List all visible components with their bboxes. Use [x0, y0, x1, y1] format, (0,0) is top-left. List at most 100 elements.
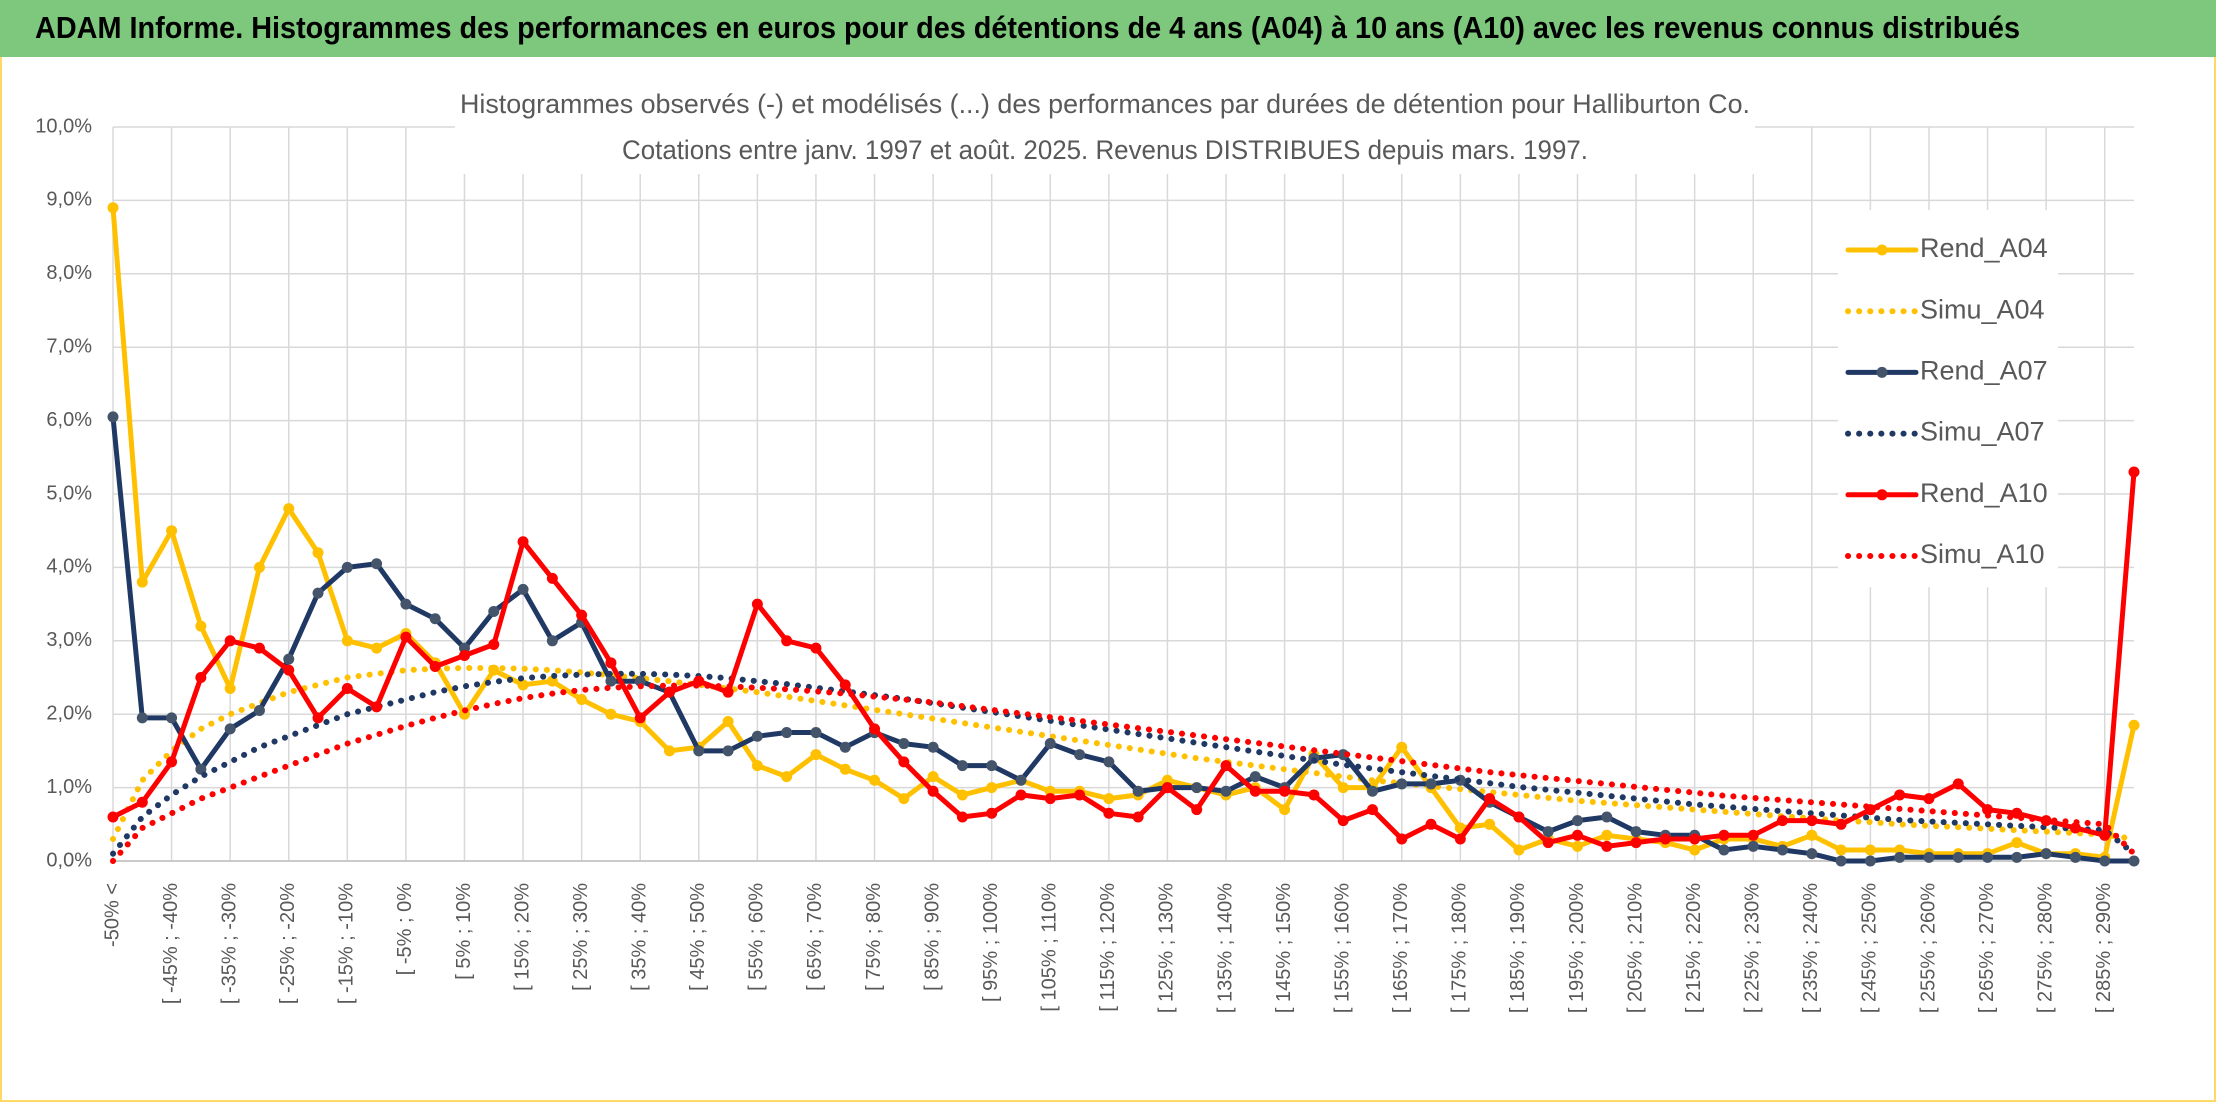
legend-label: Simu_A04 — [1920, 294, 2045, 324]
point — [107, 202, 119, 214]
point — [1396, 778, 1408, 790]
legend: Rend_A04 Simu_A04 Rend_A07 Simu_A07 Rend_A10… — [1838, 210, 2058, 588]
point — [810, 727, 822, 739]
point — [517, 679, 529, 691]
point — [751, 730, 763, 742]
point — [1601, 840, 1613, 852]
point — [2099, 829, 2111, 841]
point — [1864, 844, 1876, 856]
point — [341, 683, 353, 695]
point — [546, 572, 558, 584]
model-line — [110, 682, 2137, 864]
point — [2069, 851, 2081, 863]
point — [283, 503, 295, 515]
point — [1806, 829, 1818, 841]
x-tick-label: [ 235% ; 240% — [1800, 883, 1822, 1013]
x-tick-label: [ 45% ; 50% — [687, 883, 709, 991]
point — [166, 756, 178, 768]
point — [2099, 855, 2111, 867]
y-tick-label: 0,0% — [46, 849, 92, 871]
point — [312, 712, 324, 724]
x-tick-label: [ -35% ; -30% — [218, 883, 240, 1004]
point — [1923, 793, 1935, 805]
point — [810, 642, 822, 654]
x-tick-label: [ -5% ; 0% — [394, 883, 416, 975]
x-tick-label: [ 175% ; 180% — [1449, 883, 1471, 1013]
title-background — [455, 84, 1755, 174]
point — [400, 631, 412, 643]
point — [1249, 785, 1261, 797]
legend-marker — [1876, 244, 1888, 256]
point — [371, 701, 383, 713]
point — [898, 793, 910, 805]
point — [1396, 741, 1408, 753]
legend-label: Rend_A10 — [1920, 478, 2048, 508]
x-tick-label: [ 265% ; 270% — [1976, 883, 1998, 1013]
point — [986, 807, 998, 819]
point — [107, 411, 119, 423]
point — [2011, 851, 2023, 863]
point — [1952, 778, 1964, 790]
legend-label: Simu_A10 — [1920, 539, 2045, 569]
point — [1835, 844, 1847, 856]
y-tick-label: 7,0% — [46, 335, 92, 357]
y-tick-label: 8,0% — [46, 262, 92, 284]
point — [107, 811, 119, 823]
point — [1601, 829, 1613, 841]
point — [839, 763, 851, 775]
x-tick-label: [ 145% ; 150% — [1273, 883, 1295, 1013]
x-tick-label: [ 185% ; 190% — [1507, 883, 1529, 1013]
point — [664, 745, 676, 757]
point — [576, 609, 588, 621]
point — [664, 686, 676, 698]
point — [1191, 782, 1203, 794]
model-line — [110, 665, 2137, 842]
point — [1249, 771, 1261, 783]
point — [195, 620, 207, 632]
point — [400, 598, 412, 610]
point — [253, 705, 265, 717]
point — [2011, 837, 2023, 849]
x-tick-label: [ -25% ; -20% — [277, 883, 299, 1004]
point — [1337, 815, 1349, 827]
point — [2128, 466, 2140, 478]
point — [781, 771, 793, 783]
point — [283, 664, 295, 676]
point — [781, 635, 793, 647]
point — [1747, 829, 1759, 841]
y-tick-label: 6,0% — [46, 409, 92, 431]
point — [634, 675, 646, 687]
point — [253, 561, 265, 573]
legend-label: Rend_A04 — [1920, 233, 2048, 263]
legend-label: Rend_A07 — [1920, 356, 2048, 386]
point — [1161, 782, 1173, 794]
x-tick-label: [ 125% ; 130% — [1156, 883, 1178, 1013]
point — [312, 547, 324, 559]
point — [166, 712, 178, 724]
point — [576, 694, 588, 706]
point — [781, 727, 793, 739]
point — [1454, 833, 1466, 845]
point — [810, 749, 822, 761]
point — [253, 642, 265, 654]
point — [371, 642, 383, 654]
point — [605, 708, 617, 720]
point — [693, 745, 705, 757]
point — [2128, 855, 2140, 867]
x-tick-label: [ 215% ; 220% — [1683, 883, 1705, 1013]
point — [1601, 811, 1613, 823]
point — [1718, 844, 1730, 856]
legend-marker — [1876, 489, 1888, 501]
point — [1484, 818, 1496, 830]
point — [312, 587, 324, 599]
point — [1777, 844, 1789, 856]
x-tick-label: [ 205% ; 210% — [1624, 883, 1646, 1013]
point — [605, 675, 617, 687]
point — [166, 525, 178, 537]
point — [722, 716, 734, 728]
x-tick-label: [ 55% ; 60% — [746, 883, 768, 991]
point — [1074, 789, 1086, 801]
y-tick-label: 4,0% — [46, 556, 92, 578]
